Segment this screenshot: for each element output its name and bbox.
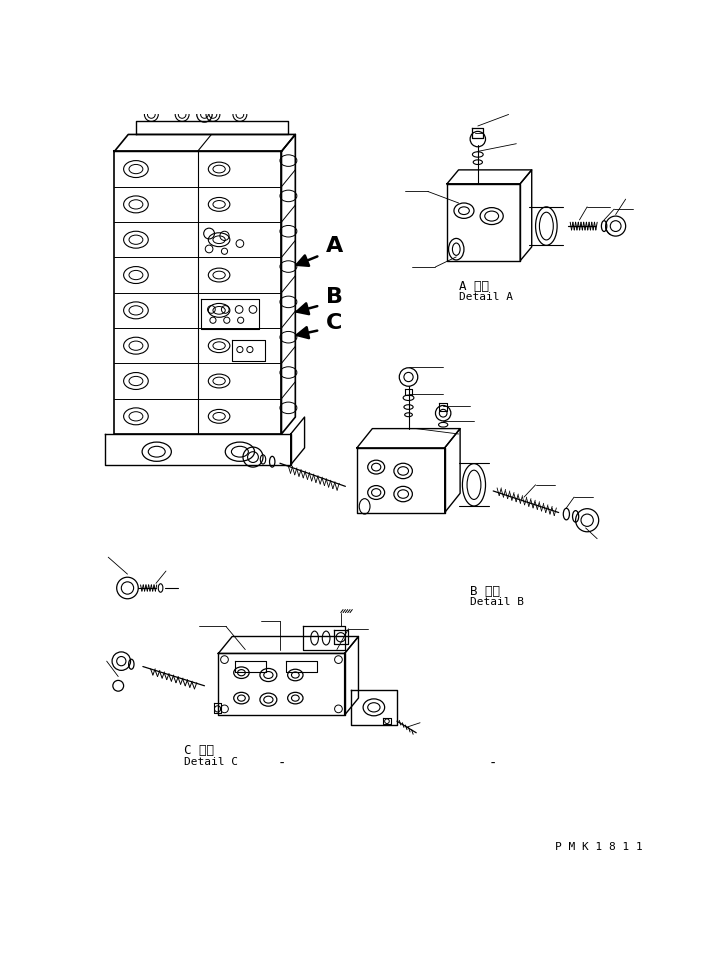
- Text: B: B: [326, 287, 343, 307]
- Text: Detail A: Detail A: [459, 292, 513, 302]
- Text: -: -: [277, 756, 285, 770]
- Text: -: -: [489, 756, 497, 770]
- Text: A 詳細: A 詳細: [459, 280, 489, 292]
- Text: B 詳細: B 詳細: [470, 584, 500, 597]
- Text: Detail B: Detail B: [470, 597, 524, 606]
- Text: C 詳細: C 詳細: [183, 744, 214, 756]
- Text: C: C: [326, 313, 342, 333]
- Text: P M K 1 8 1 1: P M K 1 8 1 1: [555, 841, 643, 851]
- Text: A: A: [326, 236, 344, 256]
- Text: Detail C: Detail C: [183, 756, 237, 767]
